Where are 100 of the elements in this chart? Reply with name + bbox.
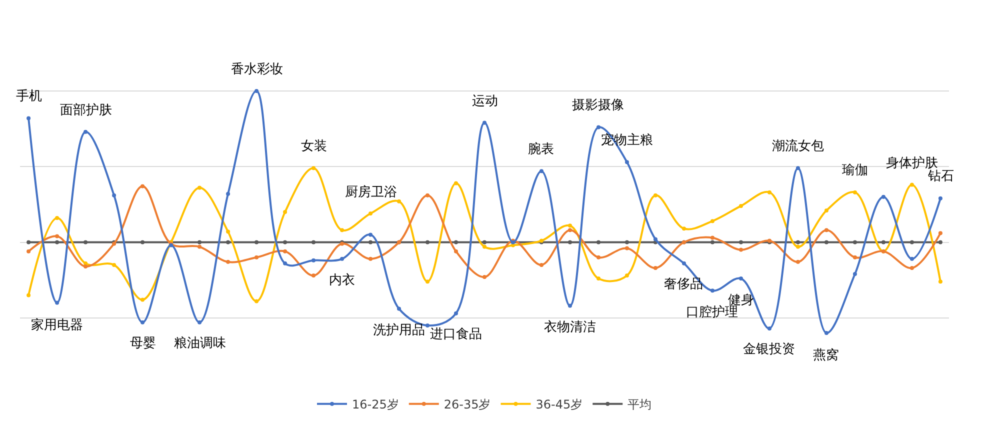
point [55, 234, 60, 238]
point [852, 240, 857, 244]
point [539, 169, 544, 174]
x-tick-label: 摄影摄像 [572, 98, 624, 113]
point [283, 261, 288, 266]
point [938, 231, 942, 236]
point [738, 204, 743, 208]
legend-label: 平均 [628, 398, 652, 412]
point [312, 258, 316, 262]
point [852, 190, 857, 194]
x-tick-label: 洗护用品 [373, 323, 425, 338]
point [539, 262, 544, 267]
point [653, 266, 658, 270]
point [910, 182, 914, 187]
point [910, 240, 914, 244]
point [26, 240, 31, 244]
point [482, 244, 486, 249]
x-tick-label: 香水彩妆 [231, 62, 283, 77]
point [710, 219, 714, 224]
point [881, 240, 886, 244]
x-tick-label: 燕窝 [813, 347, 839, 363]
point [198, 244, 202, 249]
point [340, 228, 344, 232]
point [454, 181, 458, 186]
point [84, 264, 88, 268]
point [596, 255, 600, 260]
point [140, 320, 145, 324]
x-tick-label: 潮流女包 [772, 138, 824, 154]
point [283, 210, 288, 214]
point [653, 193, 658, 198]
x-tick-label: 面部护肤 [60, 103, 112, 118]
x-tick-label: 宠物主粮 [601, 132, 653, 148]
point [796, 240, 800, 244]
point [910, 266, 914, 270]
point [482, 240, 486, 244]
point [624, 246, 629, 250]
point [938, 280, 942, 284]
x-tick-label: 运动 [472, 94, 498, 109]
point [283, 240, 288, 244]
point [397, 199, 402, 204]
point [368, 240, 373, 244]
point [55, 300, 60, 305]
point [426, 323, 430, 328]
point [312, 274, 316, 278]
point [767, 326, 772, 330]
x-tick-label: 瑜伽 [842, 163, 868, 178]
point [198, 240, 202, 244]
x-tick-label: 女装 [301, 139, 327, 154]
point [397, 306, 402, 311]
x-tick-label: 家用电器 [31, 317, 83, 333]
point [482, 275, 486, 280]
point [140, 240, 145, 244]
point [653, 237, 658, 242]
point [738, 276, 743, 281]
point [568, 228, 572, 232]
point [312, 240, 316, 244]
x-tick-label: 手机 [16, 89, 42, 104]
point [283, 249, 288, 254]
point [568, 304, 572, 308]
point [454, 311, 458, 316]
point [624, 274, 629, 278]
point [112, 262, 116, 267]
point [938, 240, 942, 244]
x-tick-label: 粮油调味 [174, 336, 226, 351]
point [596, 276, 600, 281]
point [254, 255, 259, 260]
x-tick-label: 进口食品 [430, 327, 482, 342]
point [112, 193, 116, 198]
point [55, 240, 60, 244]
legend-label: 26-35岁 [444, 398, 491, 412]
legend-label: 36-45岁 [536, 398, 583, 412]
point [738, 240, 743, 244]
point [738, 248, 743, 252]
point [254, 299, 259, 304]
point [454, 240, 458, 244]
x-tick-label: 衣物清洁 [544, 320, 596, 335]
point [26, 116, 31, 120]
x-tick-label: 口腔护理 [686, 305, 738, 320]
point [140, 184, 145, 188]
legend-label: 16-25岁 [352, 398, 399, 412]
point [852, 255, 857, 260]
point [682, 226, 686, 231]
x-tick-label: 奢侈品 [664, 277, 703, 292]
x-tick-label: 金银投资 [743, 342, 795, 357]
point [426, 280, 430, 284]
point [226, 230, 230, 234]
point [226, 192, 230, 196]
point [454, 249, 458, 254]
x-tick-label: 厨房卫浴 [345, 184, 397, 200]
point [710, 288, 714, 293]
point [710, 240, 714, 244]
point [852, 272, 857, 276]
point [426, 193, 430, 198]
point [624, 160, 629, 164]
point [796, 244, 800, 249]
point [26, 293, 31, 298]
x-tick-label: 腕表 [528, 142, 554, 157]
point [824, 331, 828, 335]
point [568, 240, 572, 244]
point [624, 240, 629, 244]
